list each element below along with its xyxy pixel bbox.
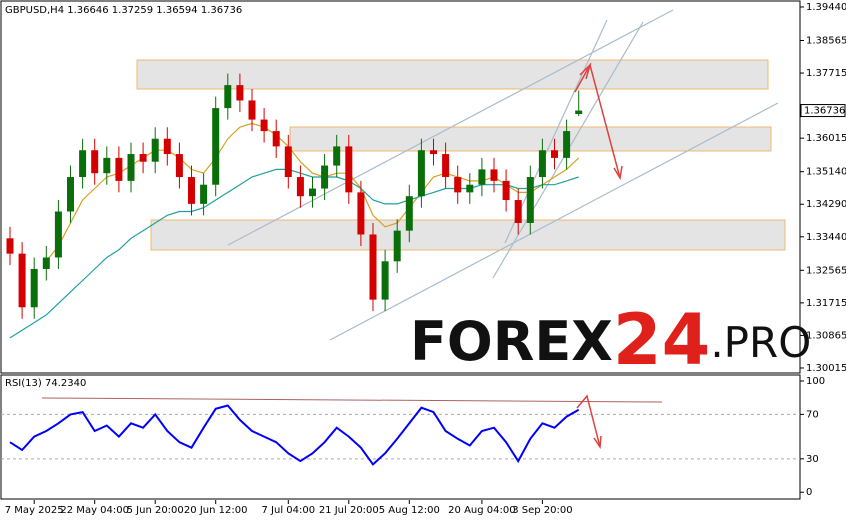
candle-body — [430, 150, 437, 155]
y-tick-label: 1.34290 — [806, 199, 846, 210]
candle-body — [321, 165, 329, 189]
trend-line — [504, 19, 608, 244]
candle-body — [538, 150, 546, 178]
watermark-part: .PRO — [710, 318, 811, 367]
watermark-text: FOREX24.PRO — [410, 299, 811, 381]
candle-body — [502, 180, 510, 201]
candle-body — [248, 100, 256, 120]
x-tick-label: 22 May 04:00 — [60, 505, 129, 516]
candle-body — [405, 196, 413, 231]
zone — [136, 59, 769, 90]
candle-body — [91, 150, 99, 174]
y-tick-label: 30 — [806, 454, 819, 465]
forecast-arrows — [41, 62, 663, 450]
x-tick-label: 7 Jul 04:00 — [261, 505, 315, 516]
x-tick-label: 21 Jul 20:00 — [319, 505, 379, 516]
rsi-resistance — [41, 397, 663, 403]
price-tag: 1.36736 — [804, 106, 845, 117]
arrow-head — [579, 62, 592, 80]
candle-body — [188, 177, 195, 204]
y-tick-label: 100 — [806, 376, 825, 387]
trend-line — [329, 102, 779, 341]
x-tick-label: 20 Jun 12:00 — [184, 505, 248, 516]
line — [45, 122, 580, 262]
candle-body — [103, 157, 111, 174]
candle-body — [333, 146, 341, 166]
candle-body — [551, 150, 558, 158]
candle-body — [175, 154, 183, 178]
candle-body — [272, 131, 280, 147]
candle-body — [115, 157, 123, 181]
arrow — [576, 394, 601, 448]
candle-body — [67, 177, 74, 212]
candle-body — [236, 85, 244, 101]
y-tick-label: 70 — [806, 409, 819, 420]
candle-body — [454, 177, 462, 193]
candle-body — [478, 169, 486, 185]
price-tag-box — [800, 104, 846, 118]
x-tick-label: 7 May 2025 — [5, 505, 64, 516]
y-tick-label: 1.30015 — [806, 363, 846, 374]
candle-body — [575, 110, 583, 114]
y-tick-label: 1.32565 — [806, 265, 846, 276]
x-tick-label: 5 Aug 12:00 — [379, 505, 440, 516]
x-tick-label: 5 Jun 20:00 — [127, 505, 184, 516]
main-frame — [0, 0, 801, 374]
zone — [289, 126, 772, 152]
candle-body — [369, 234, 377, 300]
zone — [150, 219, 786, 251]
candle-body — [296, 177, 304, 197]
zones — [136, 59, 786, 251]
watermark-part: 24 — [613, 299, 710, 381]
trend-line — [227, 9, 674, 246]
y-tick-label: 1.33440 — [806, 232, 846, 243]
y-tick-label: 1.39440 — [806, 2, 846, 13]
x-tick-label: 20 Aug 04:00 — [448, 505, 515, 516]
candle-body — [42, 257, 50, 269]
candle-body — [442, 154, 450, 178]
candle-body — [260, 119, 268, 132]
y-tick-label: 1.38565 — [806, 35, 846, 46]
candle-body — [6, 238, 14, 254]
candle-body — [30, 268, 38, 308]
candle-body — [163, 138, 171, 155]
candle-body — [79, 150, 87, 178]
candle-body — [224, 85, 232, 109]
candle-body — [151, 138, 159, 162]
candle-body — [54, 211, 62, 258]
chart-title: GBPUSD,H4 1.36646 1.37259 1.36594 1.3673… — [5, 5, 242, 16]
candle-body — [514, 200, 522, 224]
rsi-title: RSI(13) 74.2340 — [5, 378, 86, 389]
candle-body — [490, 169, 498, 181]
watermark-part: FOREX — [410, 310, 613, 373]
candle-body — [139, 154, 147, 162]
candle-body — [345, 146, 353, 193]
y-tick-label: 1.35140 — [806, 167, 846, 178]
watermark: FOREX24.PRO — [410, 299, 811, 381]
arrow-head — [593, 435, 602, 450]
candle-body — [127, 154, 135, 181]
candle-body — [393, 230, 401, 262]
candle-body — [212, 108, 220, 185]
candle-body — [417, 150, 425, 197]
y-tick-label: 1.36015 — [806, 133, 846, 144]
candle-body — [466, 184, 474, 193]
arrow-head — [613, 165, 623, 181]
candle-body — [357, 192, 365, 235]
candle-body — [284, 146, 292, 178]
candle-body — [18, 253, 26, 308]
y-tick-label: 1.37715 — [806, 68, 846, 79]
y-tick-label: 0 — [806, 487, 812, 498]
candle-body — [309, 188, 316, 197]
candle-body — [381, 261, 389, 300]
candle-body — [200, 184, 208, 204]
rsi-frame — [0, 374, 801, 500]
x-tick-label: 3 Sep 20:00 — [512, 505, 572, 516]
candle-body — [563, 131, 571, 158]
candle-body — [526, 177, 534, 224]
y-tick-label: 1.31715 — [806, 298, 846, 309]
line — [9, 404, 580, 466]
y-tick-label: 1.30865 — [806, 330, 846, 341]
